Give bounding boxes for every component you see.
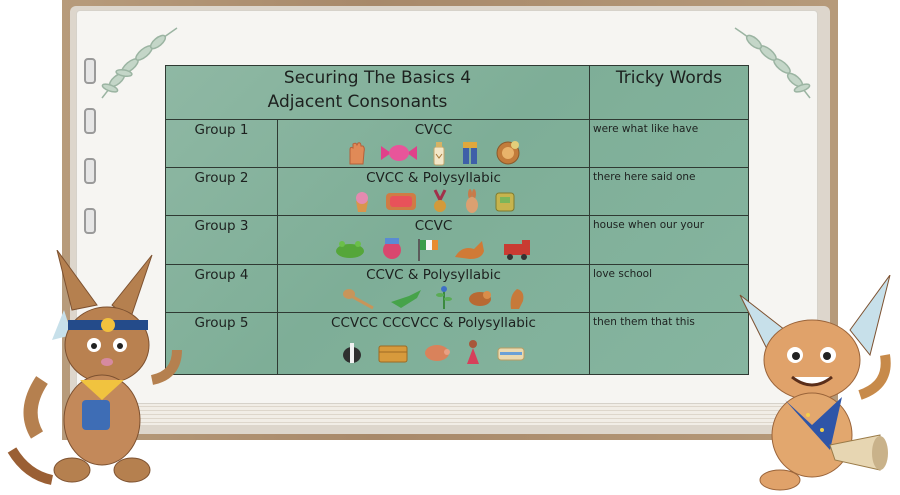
pattern-cell: CCVC & Polysyllabic	[277, 263, 590, 313]
fox-icon	[454, 241, 484, 260]
sweet-icon	[380, 145, 417, 162]
bird-icon	[468, 290, 491, 306]
medal-icon	[433, 189, 446, 213]
table-row: Group 5 CCVCC CCCVCC & Polysyllabic then…	[165, 311, 749, 376]
creature-with-megaphone-character-icon	[739, 275, 891, 491]
pattern-label: CCVC & Polysyllabic	[366, 266, 501, 283]
lunchbox-icon	[495, 192, 514, 212]
binder-ring-icon	[84, 208, 96, 234]
frog-icon	[335, 241, 364, 259]
leaf-branch-icon	[734, 27, 811, 99]
group-label: Group 5	[165, 311, 278, 376]
cupcake-icon	[355, 192, 368, 213]
plant-icon	[435, 285, 452, 309]
tricky-words: were what like have	[589, 119, 749, 169]
sandwich-icon	[497, 347, 524, 361]
spoon-icon	[342, 288, 374, 309]
rabbit-explorer-character-icon	[7, 250, 182, 485]
squirrel-icon	[510, 288, 523, 309]
binder-ring-icon	[84, 158, 96, 184]
table-row: Group 4 CCVC & Polysyllabic love school	[165, 263, 749, 313]
group-label: Group 3	[165, 215, 278, 265]
toast-icon	[385, 193, 416, 211]
pattern-label: CVCC & Polysyllabic	[366, 170, 501, 187]
title-line-1: Securing The Basics 4	[283, 68, 472, 88]
table-row: Group 1 CVCC were what like have	[165, 119, 749, 169]
leaf-branch-icon	[101, 27, 178, 99]
pattern-cell: CCVC	[277, 215, 590, 265]
group-label: Group 2	[165, 167, 278, 217]
binder-ring-icon	[84, 108, 96, 134]
pattern-label: CVCC	[414, 122, 453, 139]
pattern-label: CCVCC CCCVCC & Polysyllabic	[331, 314, 536, 331]
flag-icon	[417, 239, 438, 262]
crocodile-icon	[390, 289, 421, 308]
table-title: Securing The Basics 4 Adjacent Consonant…	[165, 64, 590, 121]
drum-icon	[382, 238, 401, 260]
skunk-icon	[342, 342, 361, 363]
phonics-table: Securing The Basics 4 Adjacent Consonant…	[165, 64, 749, 376]
binder-ring-icon	[84, 58, 96, 84]
pants-icon	[462, 142, 477, 165]
pattern-cell: CCVCC CCCVCC & Polysyllabic	[277, 311, 590, 376]
table-row: Group 2 CVCC & Polysyllabic there here s…	[165, 167, 749, 217]
pattern-label: CCVC	[414, 218, 453, 235]
princess-icon	[466, 339, 479, 364]
pattern-cell: CVCC & Polysyllabic	[277, 167, 590, 217]
tricky-words: then them that this	[589, 311, 749, 376]
tricky-words: love school	[589, 263, 749, 313]
table-row: Group 3 CCVC house when our your	[165, 215, 749, 265]
title-line-2: Adjacent Consonants	[267, 92, 448, 112]
table-header-row: Securing The Basics 4 Adjacent Consonant…	[165, 64, 749, 121]
tricky-words-heading: Tricky Words	[589, 64, 749, 121]
rabbit-icon	[465, 189, 478, 214]
tricky-words: house when our your	[589, 215, 749, 265]
train-icon	[503, 240, 530, 261]
nest-icon	[496, 141, 519, 165]
treasure-chest-icon	[378, 345, 407, 363]
tricky-words: there here said one	[589, 167, 749, 217]
pig-icon	[424, 344, 450, 361]
group-label: Group 1	[165, 119, 278, 169]
milk-icon	[433, 142, 444, 166]
pattern-cell: CVCC	[277, 119, 590, 169]
hand-icon	[349, 142, 365, 165]
group-label: Group 4	[165, 263, 278, 313]
